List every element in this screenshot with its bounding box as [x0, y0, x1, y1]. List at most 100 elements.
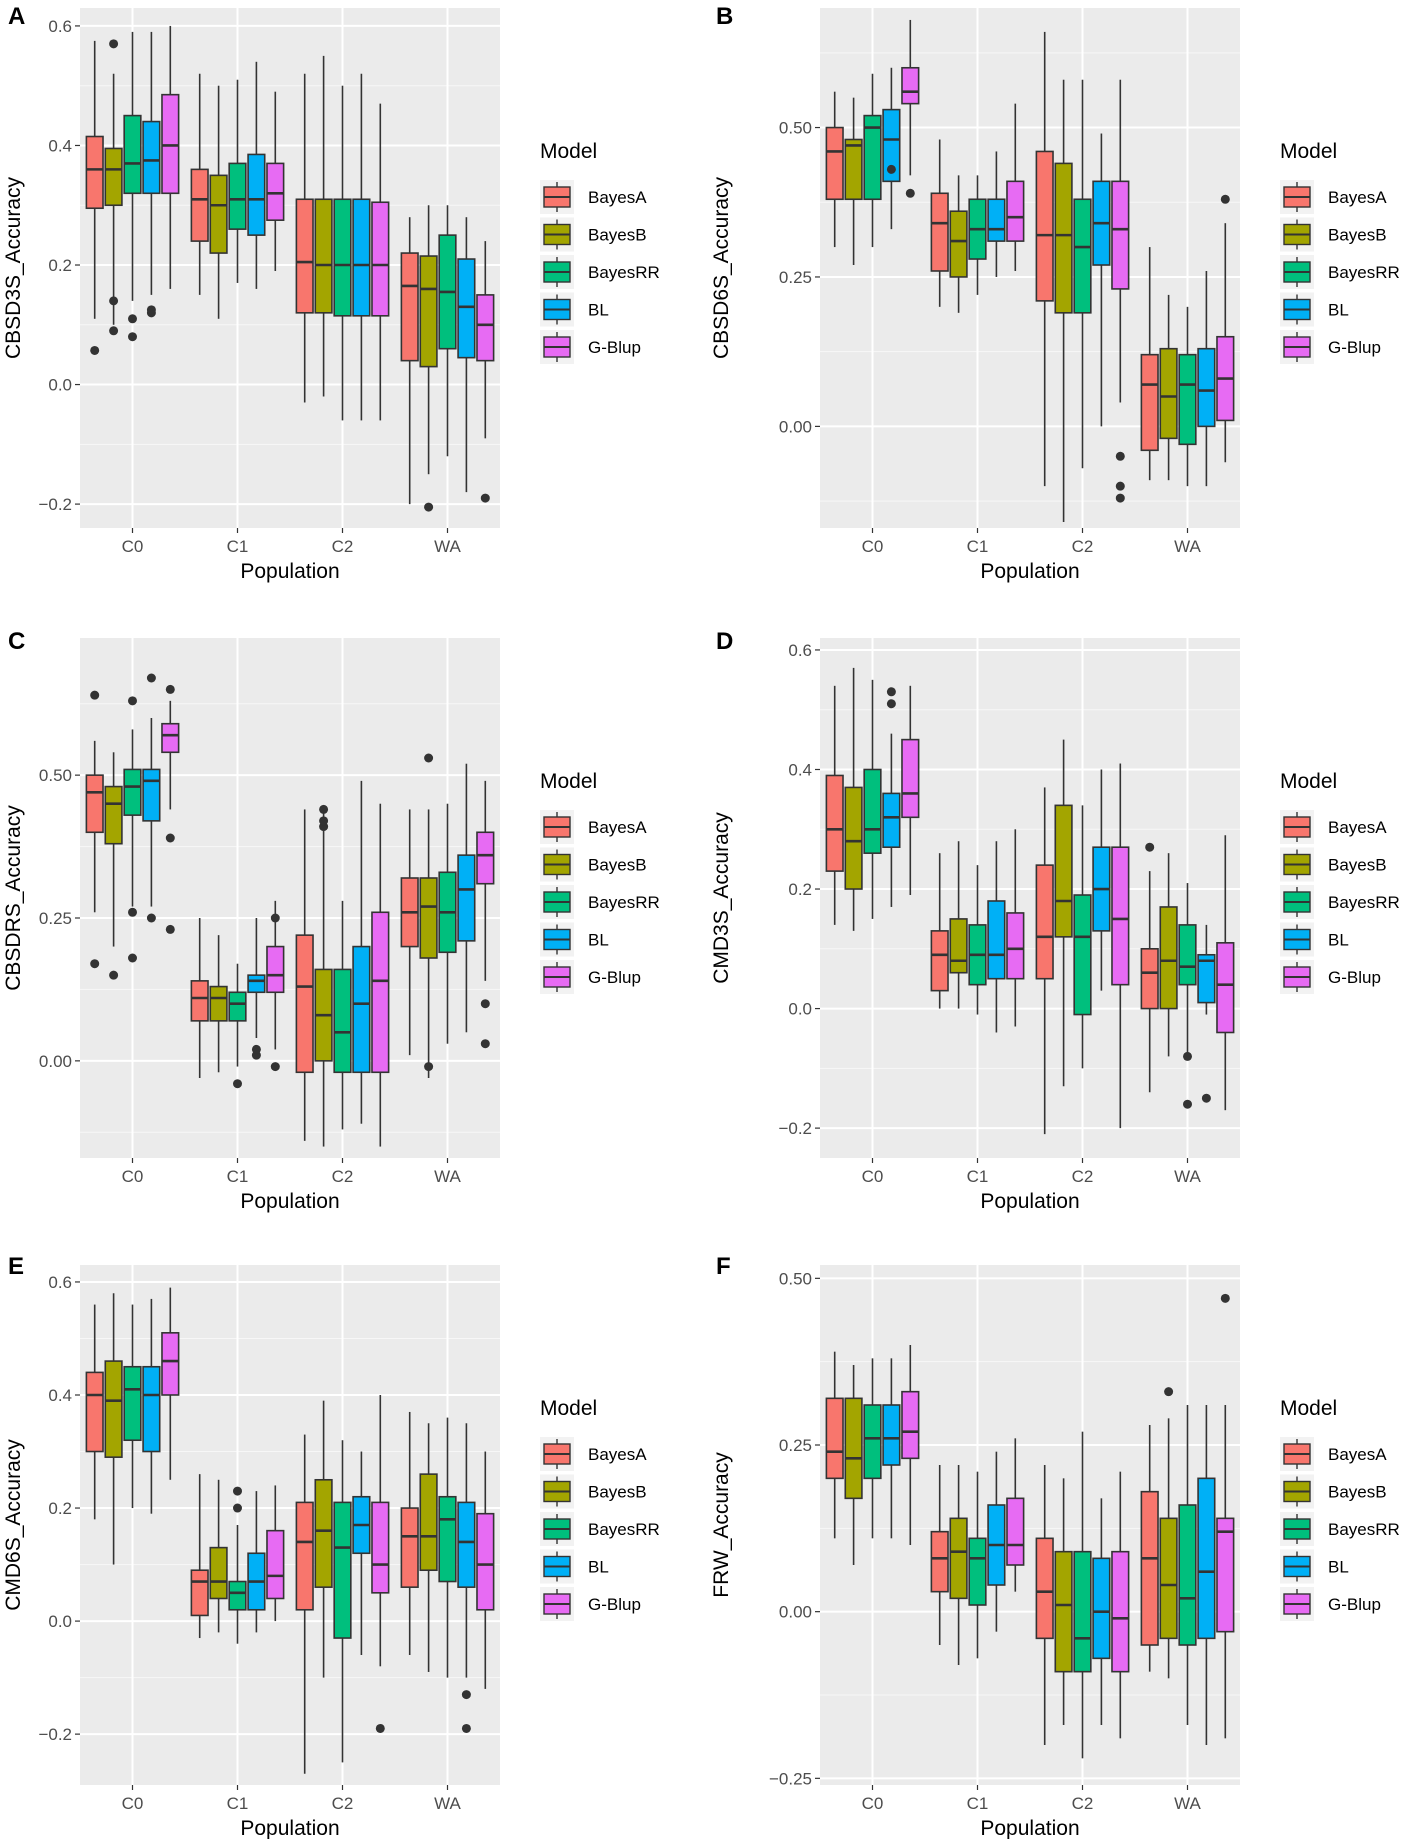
box-BayesB-C1 — [949, 1517, 968, 1600]
box-BL-C0 — [142, 120, 161, 195]
legend-label: BayesRR — [588, 1520, 660, 1539]
legend-title: Model — [540, 1397, 597, 1420]
panel-C: C 0.00 0.25 0.50 C0 C1 C2 WA Population CBSDRS_Ac… — [2, 628, 660, 1213]
outlier-point — [424, 502, 434, 512]
y-axis-title: CBSD3S_Accuracy — [2, 176, 25, 359]
outlier-point — [1115, 493, 1125, 503]
box-G-Blup-C0 — [161, 722, 180, 754]
box-G-Blup-C1 — [266, 945, 285, 994]
outlier-point — [1220, 194, 1230, 204]
panel-label: B — [716, 3, 733, 30]
box-BayesRR-C0 — [863, 114, 882, 201]
outlier-point — [165, 833, 175, 843]
box-BayesA-C2 — [295, 198, 314, 314]
legend-label: BL — [1328, 301, 1349, 320]
legend-label: BL — [588, 1558, 609, 1577]
outlier-point — [128, 314, 137, 324]
legend-label: BayesRR — [1328, 893, 1400, 912]
box-G-Blup-WA — [1216, 942, 1235, 1034]
outlier-point — [1183, 1099, 1192, 1109]
outlier-point — [1183, 1051, 1192, 1061]
box-BayesRR-C0 — [863, 1404, 882, 1480]
box-BayesRR-C0 — [863, 768, 882, 854]
outlier-point — [886, 699, 896, 709]
outlier-point — [128, 696, 137, 706]
box-BayesB-WA — [419, 255, 438, 368]
x-tick-label: WA — [434, 1167, 461, 1186]
y-tick-label: 0.0 — [48, 376, 72, 395]
legend-label: BL — [588, 931, 609, 950]
outlier-point — [424, 753, 434, 763]
outlier-point — [233, 1486, 242, 1496]
y-tick-label: 0.50 — [39, 766, 72, 785]
legend-title: Model — [1280, 140, 1337, 163]
legend-label: BayesB — [1328, 1483, 1387, 1502]
panel-F: F −0.25 0.00 0.25 0.50 C0 C1 C2 WA Population FRW_… — [710, 1253, 1400, 1839]
outlier-point — [1201, 1093, 1211, 1103]
legend-label: G-Blup — [588, 338, 641, 357]
panel-label: D — [716, 628, 733, 655]
x-tick-label: WA — [1174, 1794, 1201, 1813]
box-BL-C2 — [352, 198, 371, 317]
legend-label: G-Blup — [588, 1595, 641, 1614]
x-tick-label: C0 — [122, 1794, 144, 1813]
box-G-Blup-C0 — [901, 738, 920, 819]
box-BayesA-C1 — [190, 980, 209, 1022]
outlier-point — [128, 953, 137, 963]
box-BL-WA — [1197, 1477, 1216, 1640]
box-BayesA-C0 — [85, 135, 104, 210]
x-tick-label: C2 — [332, 537, 354, 556]
outlier-point — [146, 913, 156, 923]
outlier-point — [480, 1039, 490, 1049]
box-BayesB-C1 — [209, 985, 228, 1022]
x-axis-title: Population — [980, 1817, 1079, 1839]
box-BayesRR-C1 — [228, 991, 247, 1022]
y-tick-label: −0.2 — [38, 495, 72, 514]
box-BayesRR-C2 — [333, 198, 352, 317]
box-BayesA-WA — [1140, 948, 1159, 1010]
outlier-point — [480, 493, 490, 503]
legend-label: BayesB — [588, 1483, 647, 1502]
box-G-Blup-C2 — [371, 911, 390, 1074]
box-G-Blup-WA — [476, 294, 495, 362]
box-BayesRR-C1 — [968, 1537, 987, 1606]
outlier-point — [480, 999, 490, 1009]
legend: Model BayesA BayesB BayesRR BL G-Blup — [540, 140, 660, 364]
box-BayesRR-C0 — [123, 114, 142, 195]
box-BayesB-WA — [1159, 906, 1178, 1010]
box-BayesRR-C1 — [228, 1580, 247, 1611]
box-BayesA-WA — [1140, 1490, 1159, 1646]
box-BayesB-C0 — [104, 1360, 123, 1458]
box-BayesB-C2 — [1054, 1550, 1073, 1673]
box-BayesA-C0 — [85, 1371, 104, 1453]
box-BayesA-C0 — [825, 1397, 844, 1480]
box-BayesA-C0 — [825, 774, 844, 872]
outlier-point — [1220, 1293, 1230, 1303]
y-tick-label: 0.2 — [788, 880, 812, 899]
legend-title: Model — [540, 770, 597, 793]
y-tick-label: 0.50 — [779, 119, 812, 138]
outlier-point — [1115, 451, 1125, 461]
legend: Model BayesA BayesB BayesRR BL G-Blup — [1280, 140, 1400, 364]
panel-label: A — [8, 3, 25, 30]
x-tick-label: C0 — [862, 537, 884, 556]
box-BayesA-WA — [400, 1507, 419, 1588]
box-G-Blup-C0 — [901, 66, 920, 105]
box-BayesRR-C0 — [123, 1365, 142, 1442]
box-BayesA-C1 — [930, 192, 949, 272]
outlier-point — [165, 684, 175, 694]
box-G-Blup-C1 — [266, 1529, 285, 1600]
x-tick-label: C1 — [967, 1794, 989, 1813]
panel-label: C — [8, 628, 25, 655]
box-BayesRR-C0 — [123, 768, 142, 816]
x-tick-label: C0 — [122, 537, 144, 556]
legend-label: G-Blup — [1328, 338, 1381, 357]
x-tick-label: WA — [1174, 537, 1201, 556]
box-BL-C0 — [882, 792, 901, 848]
box-G-Blup-C2 — [371, 201, 390, 317]
legend-title: Model — [1280, 1397, 1337, 1420]
box-G-Blup-C1 — [1006, 912, 1025, 980]
box-BayesRR-C2 — [1073, 198, 1092, 314]
outlier-point — [90, 690, 100, 700]
outlier-point — [146, 305, 156, 315]
